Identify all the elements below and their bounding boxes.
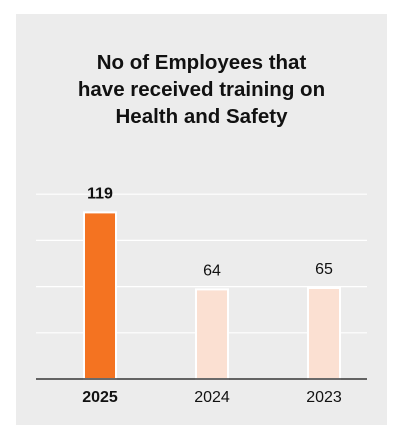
chart-title-line-3: Health and Safety: [115, 105, 288, 128]
tick-label-2024: 2024: [194, 389, 230, 406]
data-label-2025: 119: [87, 185, 113, 202]
bar-2023: [307, 287, 341, 380]
bar-chart: 119 2025 64 2024 65 2023: [36, 185, 367, 406]
chart-panel: No of Employees that have received train…: [16, 14, 387, 425]
data-label-2023: 65: [315, 261, 333, 278]
tick-label-2023: 2023: [306, 389, 342, 406]
bar-2024: [195, 288, 229, 380]
chart-title: No of Employees that have received train…: [16, 49, 387, 130]
chart-title-line-2: have received training on: [77, 78, 326, 101]
chart-title-line-1: No of Employees that: [96, 51, 307, 74]
tick-label-2025: 2025: [82, 389, 118, 406]
bar-2025: [83, 211, 117, 380]
data-label-2024: 64: [203, 262, 221, 279]
